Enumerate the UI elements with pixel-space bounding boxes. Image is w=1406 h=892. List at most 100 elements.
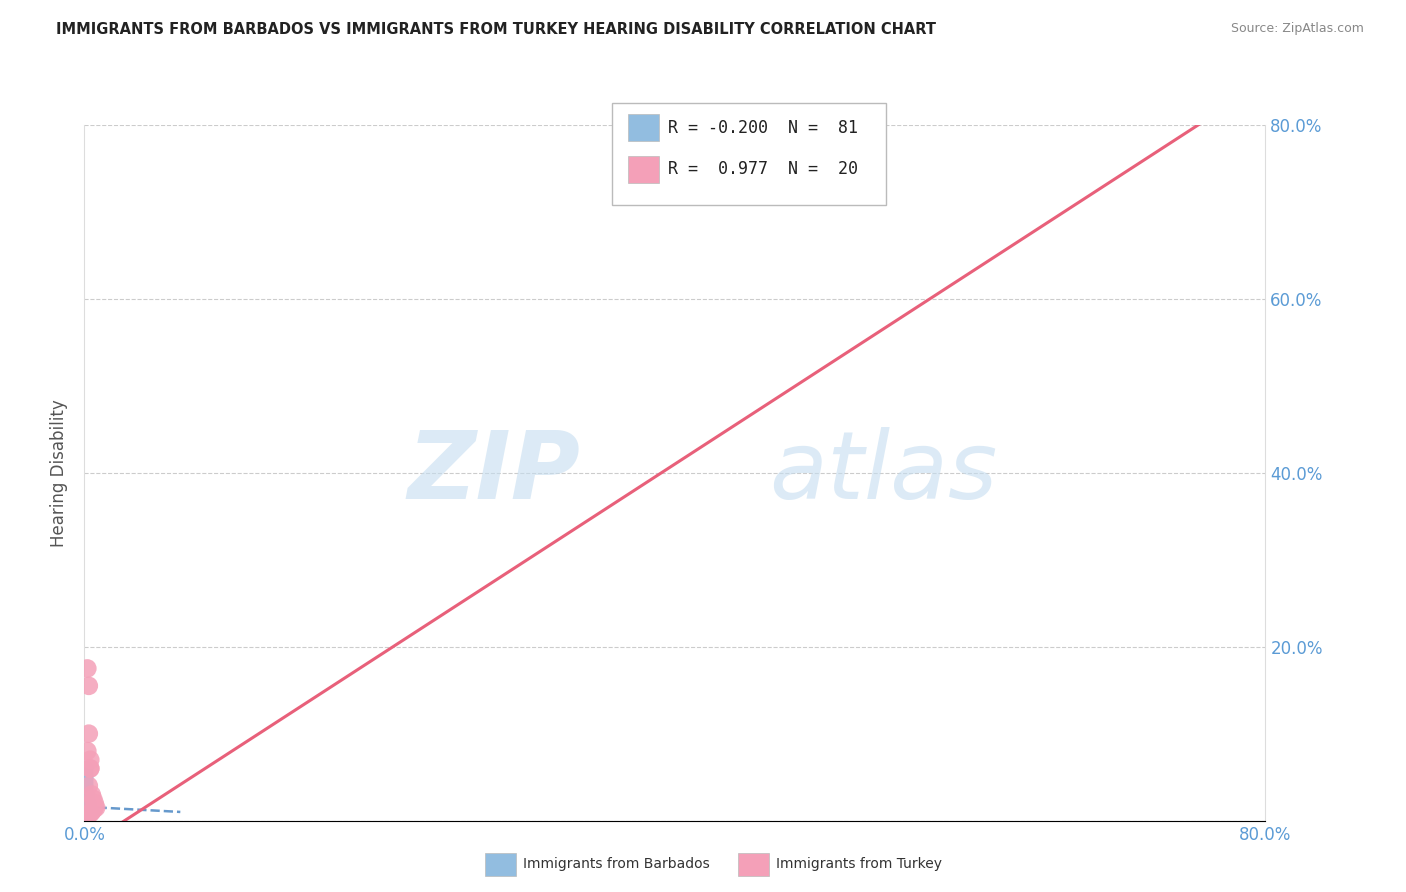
Point — [75, 813, 97, 827]
Point — [76, 800, 98, 814]
Text: Immigrants from Turkey: Immigrants from Turkey — [776, 857, 942, 871]
Point — [77, 802, 100, 816]
Point — [76, 795, 98, 809]
Point — [75, 811, 97, 825]
Point — [77, 679, 100, 693]
Point — [77, 804, 100, 818]
Text: Immigrants from Barbados: Immigrants from Barbados — [523, 857, 710, 871]
Point — [75, 813, 97, 827]
Point — [76, 811, 98, 825]
Point — [75, 813, 97, 827]
Text: atlas: atlas — [769, 427, 998, 518]
Point — [75, 812, 97, 826]
Point — [75, 813, 97, 827]
Point — [75, 812, 97, 826]
Point — [76, 797, 98, 811]
Point — [83, 800, 105, 814]
Point — [77, 800, 100, 814]
Point — [84, 800, 107, 814]
Point — [75, 813, 97, 827]
Point — [75, 813, 97, 827]
Point — [77, 808, 100, 822]
Text: R = -0.200  N =  81: R = -0.200 N = 81 — [668, 119, 858, 136]
Point — [79, 805, 101, 820]
Point — [75, 812, 97, 826]
Text: R =  0.977  N =  20: R = 0.977 N = 20 — [668, 161, 858, 178]
Point — [76, 796, 98, 810]
Point — [83, 796, 105, 810]
Point — [75, 774, 97, 789]
Point — [76, 797, 98, 812]
Point — [77, 726, 100, 740]
Point — [76, 806, 98, 821]
Point — [75, 812, 97, 826]
Point — [75, 786, 97, 800]
Point — [76, 803, 98, 817]
Point — [77, 796, 100, 810]
Point — [76, 808, 98, 822]
Point — [76, 811, 98, 825]
Point — [79, 806, 101, 821]
Point — [79, 761, 101, 775]
Point — [75, 788, 97, 802]
Point — [80, 796, 103, 810]
Point — [75, 761, 97, 775]
Point — [76, 789, 98, 804]
Point — [76, 805, 98, 819]
Point — [79, 805, 101, 819]
Point — [75, 770, 97, 784]
Point — [80, 788, 103, 802]
Point — [75, 813, 97, 827]
Point — [77, 803, 100, 817]
Point — [77, 801, 100, 815]
Point — [77, 805, 100, 820]
Point — [76, 810, 98, 824]
Point — [80, 805, 103, 819]
Point — [77, 810, 100, 824]
Point — [77, 779, 100, 793]
Point — [75, 783, 97, 797]
Point — [75, 813, 97, 827]
Point — [76, 792, 98, 806]
Point — [76, 809, 98, 823]
Point — [76, 805, 98, 820]
Point — [76, 808, 98, 822]
Point — [75, 777, 97, 791]
Point — [79, 806, 101, 821]
Point — [75, 772, 97, 786]
Point — [76, 811, 98, 825]
Point — [82, 803, 104, 817]
Point — [77, 804, 100, 818]
Point — [75, 792, 97, 806]
Point — [76, 811, 98, 825]
Point — [75, 811, 97, 825]
Point — [75, 812, 97, 826]
Point — [75, 813, 97, 827]
Text: Source: ZipAtlas.com: Source: ZipAtlas.com — [1230, 22, 1364, 36]
Point — [75, 812, 97, 826]
Point — [76, 793, 98, 807]
Point — [76, 661, 98, 675]
Point — [75, 763, 97, 777]
Text: IMMIGRANTS FROM BARBADOS VS IMMIGRANTS FROM TURKEY HEARING DISABILITY CORRELATIO: IMMIGRANTS FROM BARBADOS VS IMMIGRANTS F… — [56, 22, 936, 37]
Point — [80, 805, 103, 819]
Point — [75, 812, 97, 826]
Point — [79, 802, 101, 816]
Point — [75, 779, 97, 793]
Point — [76, 798, 98, 813]
Point — [76, 799, 98, 814]
Point — [76, 744, 98, 758]
Point — [75, 813, 97, 827]
Point — [75, 780, 97, 795]
Point — [75, 766, 97, 780]
Point — [76, 809, 98, 823]
Point — [75, 789, 97, 804]
Y-axis label: Hearing Disability: Hearing Disability — [51, 399, 69, 547]
Point — [75, 812, 97, 826]
Point — [76, 810, 98, 824]
Point — [79, 803, 101, 817]
Point — [77, 808, 100, 822]
Point — [77, 806, 100, 821]
Point — [76, 807, 98, 822]
Point — [75, 812, 97, 826]
